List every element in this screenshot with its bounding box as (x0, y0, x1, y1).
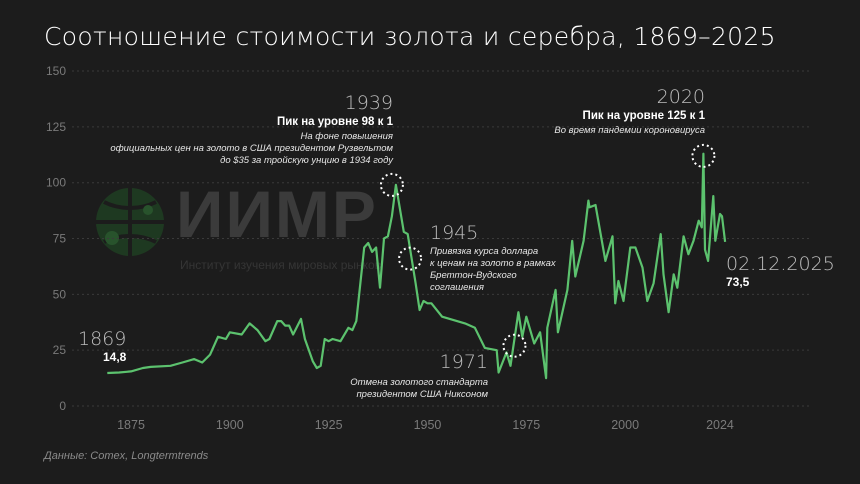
y-tick-label: 50 (53, 287, 67, 301)
start-value: 14,8 (103, 350, 127, 364)
bw1945-note-2: к ценам на золото в рамках (430, 258, 556, 269)
annotation-start: 1869 14,8 (78, 328, 126, 364)
end-value: 73,5 (726, 275, 750, 289)
x-tick-label: 1900 (216, 418, 244, 432)
y-tick-label: 150 (46, 64, 66, 78)
highlight-circle (379, 172, 404, 197)
annotation-peak-2020: 2020 Пик на уровне 125 к 1 Во время панд… (554, 86, 705, 137)
peak1939-year: 1939 (344, 92, 393, 114)
peak1939-note-1: На фоне повышения (300, 131, 393, 142)
x-tick-label: 2000 (611, 418, 639, 432)
highlight-circle (502, 333, 527, 358)
nixon1971-note-1: Отмена золотого стандарта (350, 377, 488, 388)
peak1939-note-2: официальных цен на золото в США президен… (110, 143, 393, 154)
peak2020-note-1: Во время пандемии короновируса (554, 125, 705, 136)
x-tick-label: 1925 (315, 418, 343, 432)
x-tick-label: 1975 (512, 418, 540, 432)
y-tick-label: 75 (53, 232, 67, 246)
end-date: 02.12.2025 (726, 253, 835, 275)
highlights (379, 143, 716, 358)
y-tick-label: 0 (59, 399, 66, 413)
annotation-peak-1939: 1939 Пик на уровне 98 к 1 На фоне повыше… (110, 92, 393, 167)
bw1945-year: 1945 (430, 222, 479, 244)
bw1945-note-3: Бреттон-Вудского (430, 270, 517, 281)
y-axis-labels: 0 25 50 75 100 125 150 (46, 64, 66, 413)
annotation-1971: 1971 Отмена золотого стандарта президент… (350, 351, 488, 401)
highlight-circle (691, 143, 716, 168)
nixon1971-note-2: президентом США Никсоном (356, 389, 488, 400)
x-axis-labels: 1875 1900 1925 1950 1975 2000 2024 (117, 418, 734, 432)
x-tick-label: 1875 (117, 418, 145, 432)
y-tick-label: 25 (53, 343, 67, 357)
annotation-1945: 1945 Привязка курса доллара к ценам на з… (430, 222, 556, 294)
start-year: 1869 (78, 328, 127, 350)
highlight-circle (398, 246, 423, 271)
peak2020-headline: Пик на уровне 125 к 1 (582, 110, 705, 122)
chart-title: Соотношение стоимости золота и серебра, … (44, 22, 776, 51)
bw1945-note-4: соглашения (430, 282, 485, 293)
y-tick-label: 125 (46, 120, 66, 134)
nixon1971-year: 1971 (439, 351, 488, 373)
peak2020-year: 2020 (656, 86, 705, 108)
series-line (107, 152, 727, 380)
bw1945-note-1: Привязка курса доллара (430, 246, 539, 257)
peak1939-note-3: до $35 за тройскую унцию в 1934 году (220, 155, 393, 166)
grid (72, 70, 812, 407)
x-tick-label: 1950 (414, 418, 442, 432)
peak1939-headline: Пик на уровне 98 к 1 (276, 116, 393, 128)
watermark-subtitle: Институт изучения мировых рынков (180, 258, 382, 272)
x-tick-label: 2024 (706, 418, 734, 432)
y-tick-label: 100 (46, 176, 66, 190)
source-note: Данные: Comex, Longtermtrends (44, 450, 209, 462)
annotation-end: 02.12.2025 73,5 (726, 253, 835, 289)
